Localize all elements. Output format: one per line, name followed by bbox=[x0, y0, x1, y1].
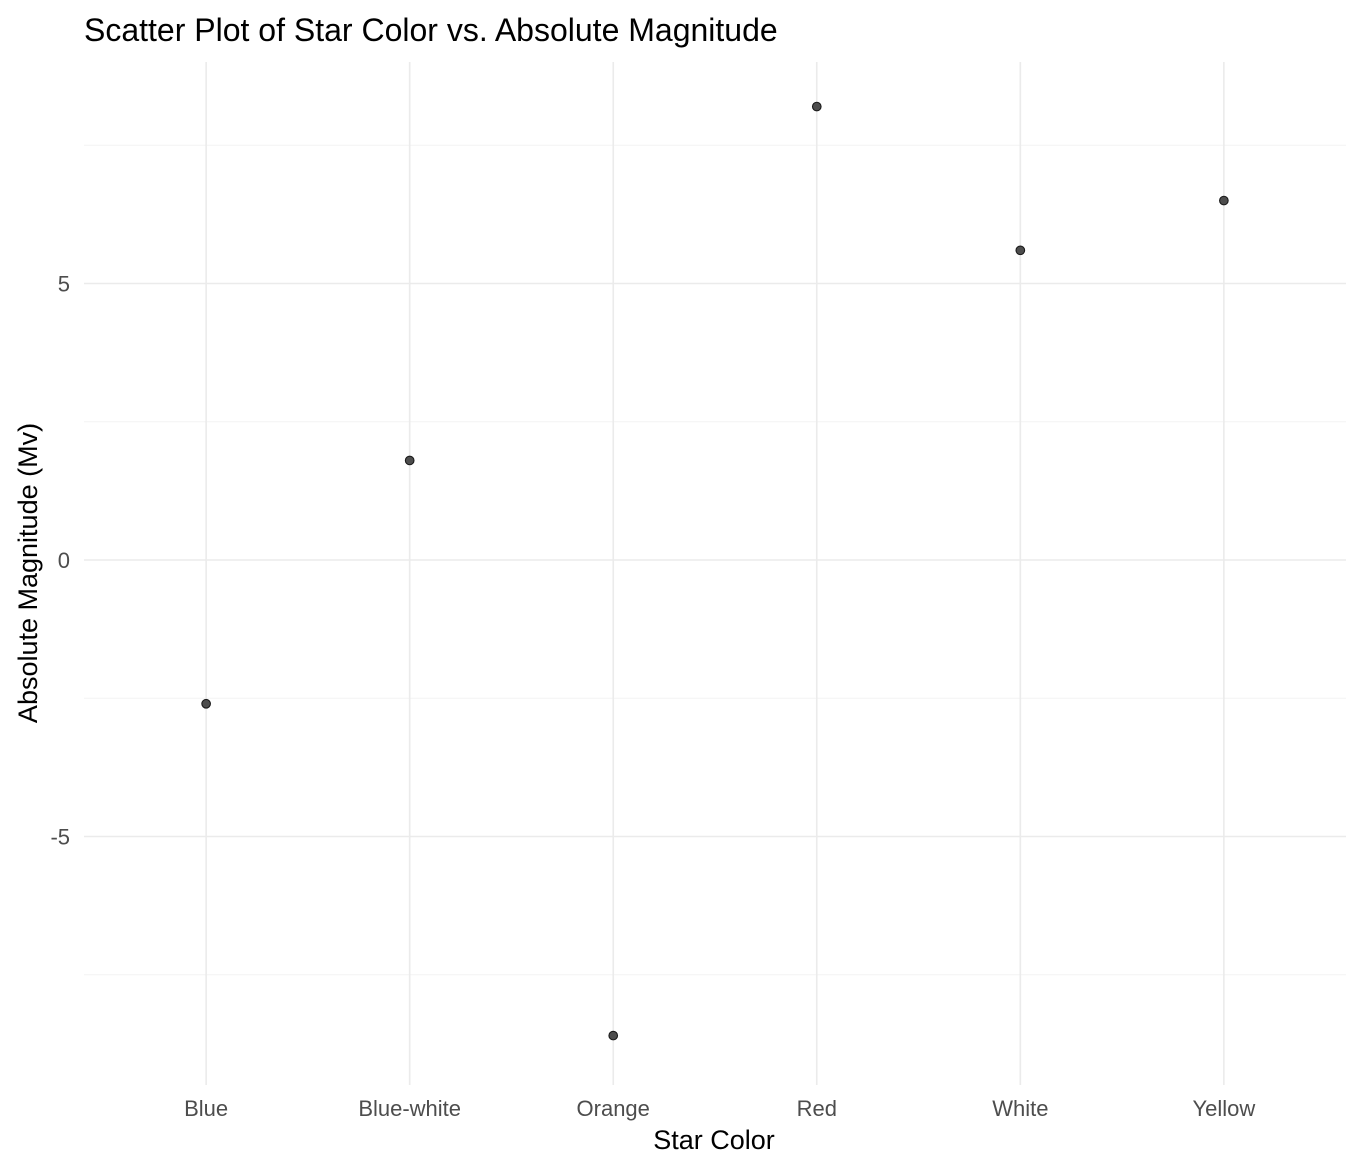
x-tick-label: White bbox=[992, 1096, 1048, 1121]
data-point bbox=[404, 455, 415, 466]
x-tick-label: Yellow bbox=[1192, 1096, 1255, 1121]
y-tick-label: 5 bbox=[58, 272, 70, 297]
data-point bbox=[811, 101, 822, 112]
x-tick-label: Blue bbox=[184, 1096, 228, 1121]
y-tick-label: 0 bbox=[58, 548, 70, 573]
data-point bbox=[1015, 245, 1026, 256]
data-point bbox=[201, 698, 211, 709]
x-axis-title: Star Color bbox=[653, 1125, 775, 1155]
x-tick-label: Orange bbox=[577, 1096, 650, 1121]
data-point bbox=[608, 1030, 619, 1041]
chart-title: Scatter Plot of Star Color vs. Absolute … bbox=[84, 12, 778, 48]
x-tick-label: Red bbox=[797, 1096, 837, 1121]
data-point bbox=[1219, 195, 1229, 206]
x-tick-label: Blue-white bbox=[358, 1096, 461, 1121]
points-layer bbox=[201, 101, 1229, 1041]
tick-labels: -5 0 5 Blue Blue-white Orange Red White Yellow bbox=[50, 272, 1255, 1122]
y-axis-title: Absolute Magnitude (Mv) bbox=[13, 423, 43, 723]
grid-layer bbox=[84, 62, 1346, 1085]
y-tick-label: -5 bbox=[50, 825, 70, 850]
